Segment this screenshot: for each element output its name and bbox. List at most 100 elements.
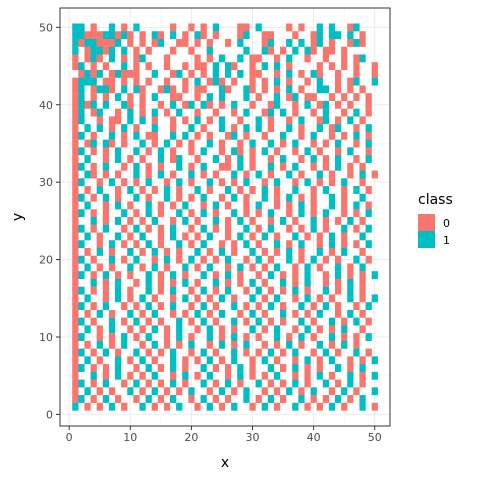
heatmap-cell (200, 271, 207, 280)
heatmap-cell (212, 31, 220, 40)
heatmap-cell (115, 395, 122, 403)
heatmap-cell (359, 379, 366, 388)
heatmap-cell (139, 54, 146, 63)
heatmap-cell (347, 147, 354, 156)
heatmap-cell (261, 131, 268, 140)
heatmap-cell (341, 325, 348, 334)
heatmap-cell (359, 278, 366, 287)
heatmap-cell (102, 286, 110, 295)
heatmap-cell (151, 217, 158, 225)
heatmap-cell (133, 85, 140, 94)
heatmap-cell (273, 387, 281, 396)
heatmap-cell (72, 271, 79, 280)
heatmap-cell (255, 23, 262, 32)
heatmap-cell (170, 69, 177, 78)
heatmap-cell (108, 255, 116, 264)
heatmap-cell (200, 100, 207, 109)
heatmap-cell (292, 294, 299, 303)
heatmap-cell (108, 31, 116, 40)
heatmap-cell (78, 62, 85, 71)
heatmap-cell (72, 31, 79, 40)
heatmap-cell (200, 170, 207, 179)
heatmap-cell (371, 170, 378, 179)
heatmap-cell (157, 224, 165, 233)
heatmap-cell (267, 116, 275, 125)
heatmap-cell (341, 186, 348, 194)
heatmap-cell (108, 325, 116, 334)
heatmap-cell (310, 302, 317, 311)
heatmap-cell (72, 371, 79, 380)
heatmap-cell (298, 340, 305, 349)
heatmap-cell (249, 364, 256, 372)
heatmap-cell (292, 186, 299, 194)
heatmap-cell (328, 317, 336, 326)
heatmap-cell (206, 340, 213, 349)
heatmap-cell (78, 77, 85, 86)
heatmap-cell (145, 62, 152, 71)
heatmap-cell (286, 255, 293, 264)
heatmap-cell (231, 247, 238, 256)
heatmap-cell (353, 139, 360, 148)
heatmap-cell (341, 317, 348, 326)
heatmap-cell (371, 271, 378, 280)
heatmap-cell (261, 356, 268, 365)
heatmap-cell (200, 209, 207, 218)
heatmap-cell (316, 31, 323, 40)
heatmap-cell (212, 217, 220, 225)
heatmap-cell (96, 232, 103, 241)
heatmap-cell (121, 23, 128, 32)
heatmap-cell (237, 379, 244, 388)
heatmap-cell (298, 247, 305, 256)
heatmap-cell (182, 77, 189, 86)
heatmap-cell (145, 348, 152, 357)
heatmap-cell (133, 62, 140, 71)
heatmap-cell (286, 224, 293, 233)
heatmap-cell (304, 309, 311, 318)
heatmap-cell (84, 294, 91, 303)
heatmap-cell (96, 333, 103, 342)
heatmap-cell (200, 379, 207, 388)
heatmap-cell (273, 333, 281, 342)
heatmap-cell (188, 255, 195, 264)
heatmap-cell (304, 147, 311, 156)
heatmap-cell (96, 240, 103, 249)
heatmap-cell (243, 178, 250, 187)
heatmap-cell (353, 240, 360, 249)
heatmap-cell (194, 232, 201, 241)
heatmap-cell (328, 31, 336, 40)
heatmap-cell (225, 263, 232, 272)
heatmap-cell (231, 240, 238, 249)
heatmap-cell (359, 85, 366, 94)
heatmap-cell (72, 124, 79, 133)
heatmap-cell (298, 333, 305, 342)
heatmap-cell (194, 356, 201, 365)
heatmap-cell (127, 263, 134, 272)
heatmap-cell (102, 46, 110, 55)
heatmap-cell (170, 302, 177, 311)
heatmap-cell (200, 124, 207, 133)
heatmap-cell (72, 294, 79, 303)
heatmap-cell (206, 46, 213, 55)
heatmap-cell (139, 371, 146, 380)
heatmap-cell (310, 46, 317, 55)
heatmap-cell (353, 23, 360, 32)
heatmap-cell (194, 186, 201, 194)
heatmap-cell (72, 193, 79, 202)
heatmap-cell (286, 69, 293, 78)
heatmap-cell (96, 31, 103, 40)
heatmap-cell (347, 170, 354, 179)
heatmap-cell (182, 31, 189, 40)
heatmap-cell (359, 232, 366, 241)
heatmap-cell (286, 193, 293, 202)
heatmap-cell (176, 108, 183, 117)
heatmap-cell (353, 317, 360, 326)
heatmap-cell (218, 356, 226, 365)
heatmap-cell (121, 209, 128, 218)
heatmap-cell (261, 186, 268, 194)
heatmap-cell (212, 278, 220, 287)
heatmap-cell (273, 69, 281, 78)
heatmap-cell (90, 317, 97, 326)
heatmap-cell (322, 116, 330, 125)
heatmap-cell (322, 302, 330, 311)
heatmap-cell (151, 356, 158, 365)
